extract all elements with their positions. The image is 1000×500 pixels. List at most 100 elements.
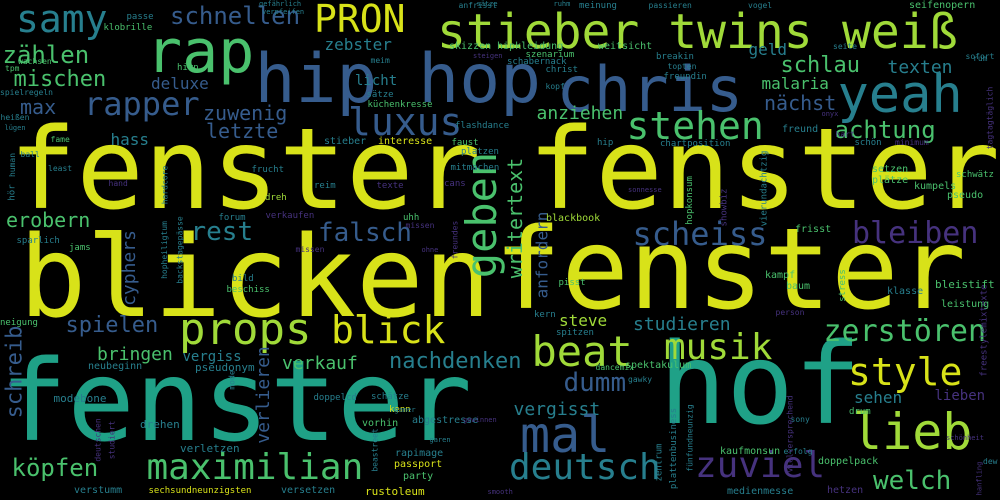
- cloud-word: schreib: [1, 325, 27, 419]
- cloud-word: pseudonym: [195, 360, 255, 374]
- cloud-word: interesse: [378, 136, 433, 147]
- cloud-word: szenarium: [525, 49, 575, 60]
- cloud-word: cyphers: [118, 230, 140, 306]
- cloud-word: doppelcd: [313, 392, 357, 403]
- cloud-word: lieben: [934, 388, 986, 404]
- cloud-word: party: [403, 471, 434, 482]
- cloud-word: onyx: [821, 109, 839, 118]
- cloud-word: fame: [50, 135, 70, 144]
- cloud-word: verstumm: [74, 485, 123, 496]
- cloud-word: studiert: [106, 420, 116, 460]
- cloud-word: küchenkresse: [367, 99, 433, 110]
- cloud-word: sofort: [965, 52, 995, 61]
- cloud-word: props: [179, 304, 312, 355]
- cloud-word: freund: [782, 124, 819, 135]
- cloud-word: person: [775, 308, 805, 317]
- cloud-word: malaria: [761, 74, 829, 93]
- cloud-word: smooth: [487, 487, 513, 496]
- cloud-word: beat: [531, 327, 633, 376]
- cloud-word: gawky: [628, 375, 653, 384]
- cloud-word: backstagepässe: [175, 216, 185, 284]
- cloud-word: achtung: [834, 116, 936, 144]
- cloud-word: wachsen: [18, 57, 52, 66]
- cloud-word: mitmachen: [450, 162, 500, 173]
- cloud-word: missen: [405, 221, 435, 230]
- cloud-word: modebone: [53, 391, 107, 405]
- cloud-word: verkauf: [282, 353, 358, 374]
- cloud-word: hirn: [177, 62, 199, 73]
- cloud-word: rapper: [84, 85, 200, 123]
- cloud-word: meim: [370, 56, 390, 65]
- cloud-word: hip: [597, 137, 614, 148]
- cloud-word: uhh: [403, 212, 420, 223]
- cloud-word: dreh: [265, 192, 287, 203]
- cloud-word: schönheit: [946, 433, 984, 442]
- cloud-word: mal: [520, 406, 611, 464]
- cloud-word: bleiben: [852, 216, 979, 251]
- cloud-word: drum: [849, 406, 871, 417]
- cloud-word: heißen: [0, 113, 30, 122]
- cloud-word: welch: [873, 466, 952, 496]
- cloud-word: neigung: [0, 317, 38, 328]
- cloud-word: kumpels: [914, 181, 957, 192]
- cloud-word: hof: [659, 320, 862, 450]
- cloud-word: verletzen: [180, 441, 240, 455]
- cloud-word: luxus: [348, 100, 463, 144]
- cloud-word: weiß: [842, 4, 958, 60]
- cloud-word: samy: [16, 0, 108, 41]
- cloud-word: ruhm: [553, 0, 571, 8]
- cloud-word: leistung: [941, 299, 990, 310]
- cloud-word: spitzen: [556, 327, 594, 338]
- cloud-word: gefährlich: [259, 0, 302, 8]
- cloud-word: maximilian: [146, 447, 364, 488]
- cloud-word: passieren: [648, 1, 692, 10]
- cloud-word: ohne: [421, 245, 439, 254]
- cloud-word: texte: [376, 180, 404, 191]
- cloud-word: freundes: [449, 220, 459, 260]
- cloud-word: tpm: [5, 64, 20, 73]
- cloud-word: writertext: [503, 157, 528, 279]
- cloud-word: zuwenig: [203, 101, 288, 125]
- cloud-word: fünfundneunzig: [685, 404, 695, 472]
- cloud-word: verlieren: [252, 346, 274, 444]
- cloud-word: garen: [429, 435, 451, 444]
- cloud-word: kenn: [389, 404, 411, 415]
- cloud-word: drehen: [140, 417, 180, 431]
- cloud-word: platzen: [461, 146, 499, 157]
- cloud-word: topten: [667, 62, 697, 71]
- cloud-word: gewinnen: [463, 415, 497, 424]
- cloud-word: passport: [394, 459, 443, 470]
- cloud-word: blick: [331, 308, 446, 352]
- cloud-word: blicken: [19, 213, 492, 343]
- cloud-word: kampf: [765, 270, 796, 281]
- cloud-word: sechsundneunzigsten: [148, 485, 252, 496]
- cloud-word: frucht: [251, 164, 285, 175]
- cloud-word: reim: [314, 180, 336, 191]
- cloud-word: freundin: [663, 71, 707, 82]
- cloud-word: schlau: [780, 53, 860, 78]
- cloud-word: seifenopern: [909, 0, 976, 11]
- cloud-word: sätze: [476, 0, 498, 8]
- cloud-word: tagtagtäglich: [984, 86, 994, 150]
- cloud-word: vogel: [748, 1, 773, 10]
- cloud-word: rap: [146, 17, 255, 87]
- cloud-word: schwätz: [956, 169, 994, 180]
- cloud-word: hopheiligtum: [159, 221, 169, 279]
- cloud-word: rapimage: [395, 448, 444, 459]
- cloud-word: yeah: [837, 65, 963, 125]
- cloud-word: vierundachtzig: [759, 150, 770, 226]
- cloud-word: hopkonsum: [684, 175, 695, 225]
- cloud-word: zentrum: [654, 443, 665, 481]
- cloud-word: kaufmonsun: [720, 446, 781, 457]
- cloud-word: passe: [126, 11, 154, 22]
- cloud-word: schabernack: [507, 56, 567, 67]
- cloud-word: hip hop: [254, 40, 542, 119]
- cloud-word: hanfling: [975, 461, 984, 495]
- cloud-word: letzte: [206, 119, 279, 143]
- cloud-word: hipkleidung: [497, 41, 564, 52]
- cloud-word: schön: [854, 137, 882, 148]
- cloud-word: flashdance: [455, 120, 510, 131]
- cloud-word: beschiss: [226, 284, 270, 295]
- cloud-word: faust: [451, 137, 479, 148]
- cloud-word: vorhin: [362, 418, 399, 429]
